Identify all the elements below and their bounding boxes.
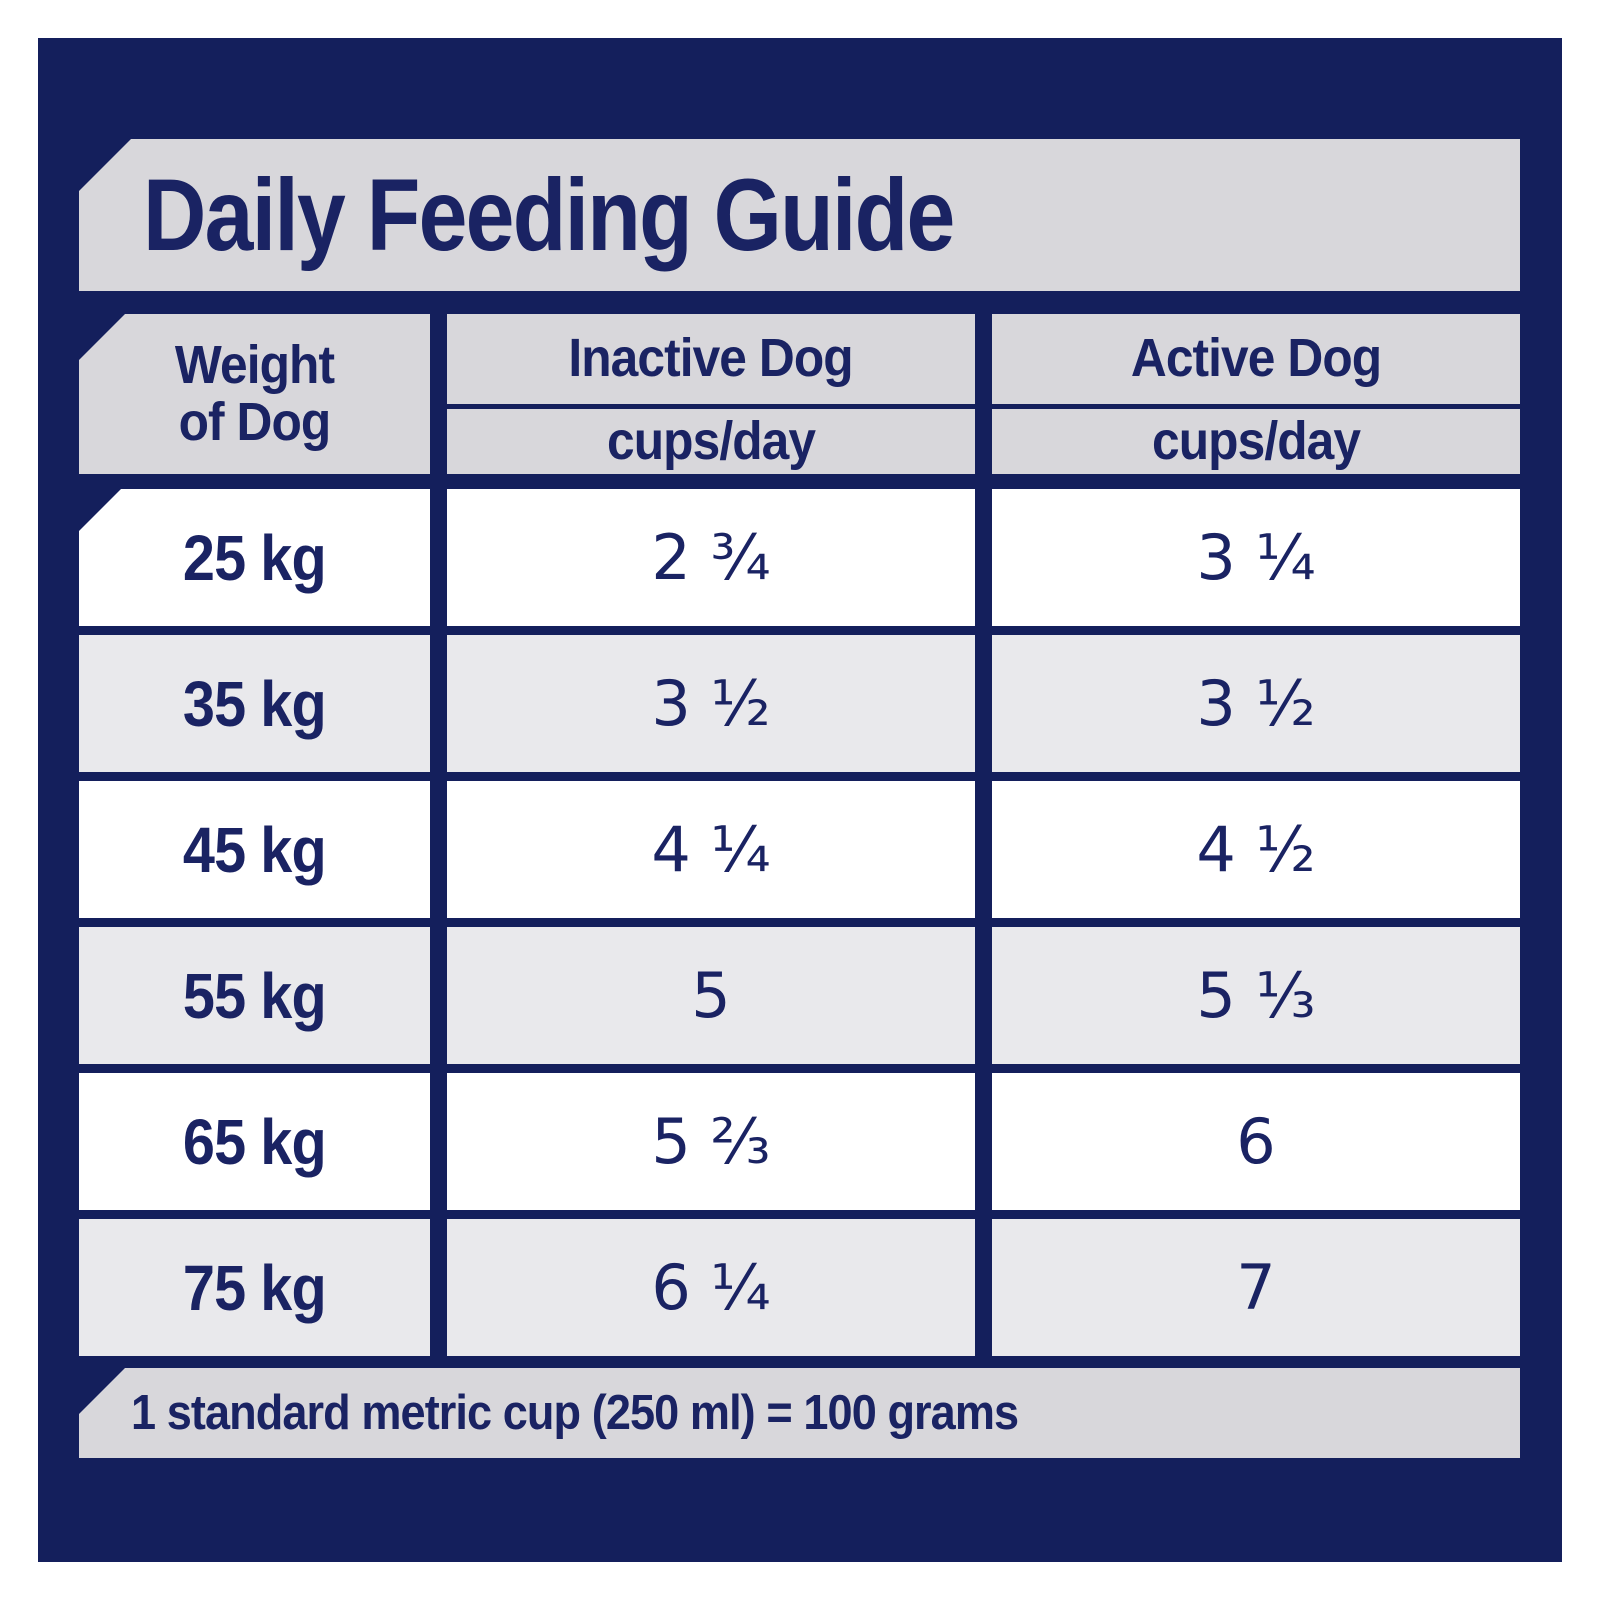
table-body: 25 kg 2 ¾ 3 ¼ 35 kg 3 ½ 3 ½ 45 kg <box>79 489 1520 1356</box>
weight-cell: 65 kg <box>79 1073 430 1210</box>
weight-cell: 35 kg <box>79 635 430 772</box>
weight-value: 75 kg <box>183 1251 327 1324</box>
footer-note-band: 1 standard metric cup (250 ml) = 100 gra… <box>79 1368 1520 1458</box>
weight-value: 65 kg <box>183 1105 327 1178</box>
weight-cell: 45 kg <box>79 781 430 918</box>
title-band: Daily Feeding Guide <box>79 139 1520 291</box>
table-header: Weight of Dog Inactive Dog cups/day Acti… <box>79 314 1520 474</box>
page-title: Daily Feeding Guide <box>143 157 955 272</box>
col-header-weight-line2: of Dog <box>178 392 332 452</box>
cup-conversion-note: 1 standard metric cup (250 ml) = 100 gra… <box>131 1386 1019 1440</box>
weight-value: 45 kg <box>183 813 327 886</box>
inactive-cups-cell: 3 ½ <box>447 635 975 772</box>
active-cups-cell: 3 ½ <box>992 635 1520 772</box>
inactive-cups-cell: 6 ¼ <box>447 1219 975 1356</box>
active-cups-value: 6 <box>1236 1105 1276 1178</box>
table-row-75kg: 75 kg 6 ¼ 7 <box>79 1219 1520 1356</box>
active-cups-cell: 4 ½ <box>992 781 1520 918</box>
inactive-cups-value: 5 <box>691 959 731 1032</box>
table-row-55kg: 55 kg 5 5 ⅓ <box>79 927 1520 1064</box>
active-cups-value: 4 ½ <box>1196 813 1316 886</box>
weight-cell: 55 kg <box>79 927 430 1064</box>
inactive-cups-cell: 5 <box>447 927 975 1064</box>
active-cups-value: 3 ¼ <box>1196 521 1316 594</box>
inactive-cups-value: 2 ¾ <box>651 521 771 594</box>
inactive-cups-cell: 5 ⅔ <box>447 1073 975 1210</box>
inactive-cups-cell: 4 ¼ <box>447 781 975 918</box>
active-cups-cell: 7 <box>992 1219 1520 1356</box>
feeding-guide-panel: Daily Feeding Guide Weight of Dog Inacti… <box>38 38 1562 1562</box>
inactive-cups-value: 4 ¼ <box>651 813 771 886</box>
inactive-cups-value: 5 ⅔ <box>651 1105 771 1178</box>
col-header-active-unit-cell: cups/day <box>992 409 1520 474</box>
col-header-weight-line1: Weight <box>174 334 335 395</box>
col-header-inactive-unit: cups/day <box>606 410 816 471</box>
col-header-active-label-cell: Active Dog <box>992 314 1520 404</box>
table-row-35kg: 35 kg 3 ½ 3 ½ <box>79 635 1520 772</box>
col-header-active-unit: cups/day <box>1151 410 1361 471</box>
active-cups-value: 5 ⅓ <box>1196 959 1316 1032</box>
active-cups-cell: 5 ⅓ <box>992 927 1520 1064</box>
table-row-45kg: 45 kg 4 ¼ 4 ½ <box>79 781 1520 918</box>
weight-value: 25 kg <box>183 521 327 594</box>
weight-value: 55 kg <box>183 959 327 1032</box>
table-row-65kg: 65 kg 5 ⅔ 6 <box>79 1073 1520 1210</box>
weight-value: 35 kg <box>183 667 327 740</box>
active-cups-cell: 3 ¼ <box>992 489 1520 626</box>
active-cups-value: 3 ½ <box>1196 667 1316 740</box>
col-header-active: Active Dog cups/day <box>992 314 1520 474</box>
col-header-active-label: Active Dog <box>1130 328 1382 389</box>
weight-cell: 75 kg <box>79 1219 430 1356</box>
col-header-inactive-label-cell: Inactive Dog <box>447 314 975 404</box>
active-cups-value: 7 <box>1236 1251 1276 1324</box>
inactive-cups-cell: 2 ¾ <box>447 489 975 626</box>
inactive-cups-value: 3 ½ <box>651 667 771 740</box>
table-row-25kg: 25 kg 2 ¾ 3 ¼ <box>79 489 1520 626</box>
col-header-weight: Weight of Dog <box>79 314 430 474</box>
col-header-inactive-label: Inactive Dog <box>568 328 854 389</box>
col-header-inactive-unit-cell: cups/day <box>447 409 975 474</box>
col-header-inactive: Inactive Dog cups/day <box>447 314 975 474</box>
inactive-cups-value: 6 ¼ <box>651 1251 771 1324</box>
active-cups-cell: 6 <box>992 1073 1520 1210</box>
weight-cell: 25 kg <box>79 489 430 626</box>
